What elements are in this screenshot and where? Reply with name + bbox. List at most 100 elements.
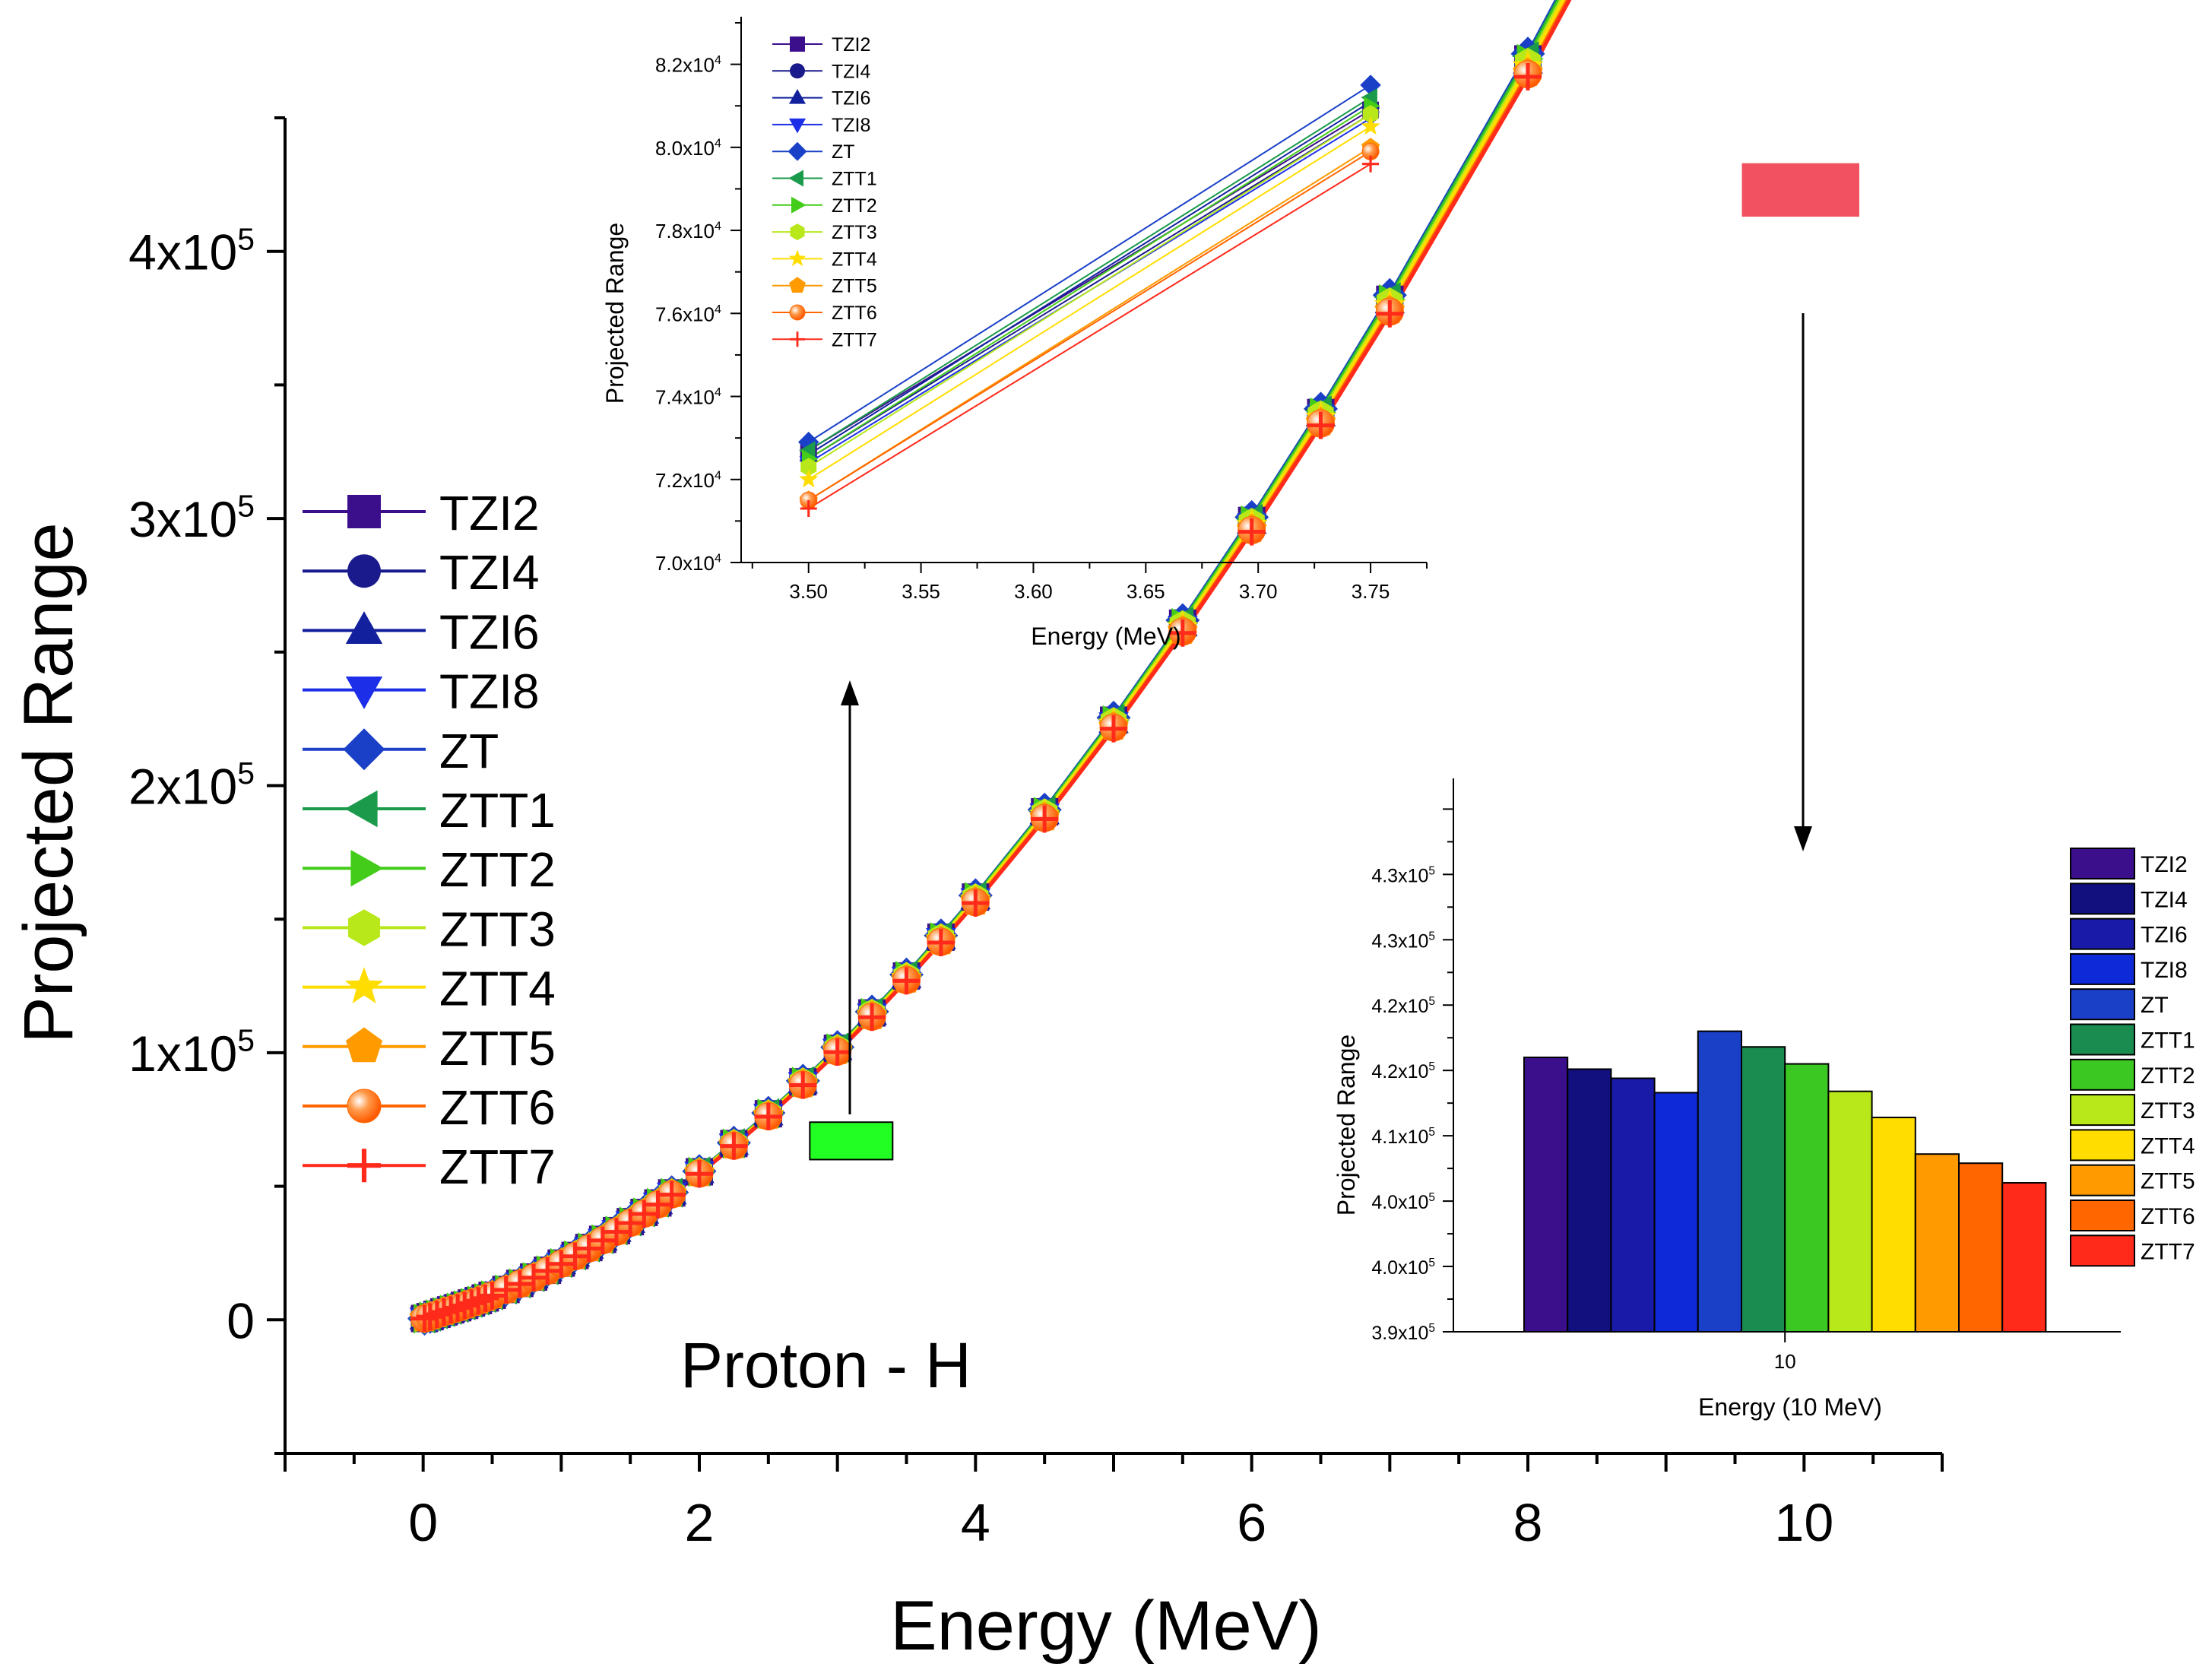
inset2-legend-label-TZI2: TZI2 <box>2141 852 2188 877</box>
inset1-y-tick-label: 7.6x104 <box>655 303 721 325</box>
inset1-line-ZTT7 <box>808 163 1371 509</box>
series-point-ZTT7 <box>1168 619 1196 647</box>
series-point-ZTT7 <box>561 1242 589 1270</box>
inset2-legend-label-TZI4: TZI4 <box>2141 887 2188 912</box>
inset1-legend-label-ZTT4: ZTT4 <box>832 249 877 270</box>
legend-marker-TZI8 <box>345 677 383 709</box>
inset2-y-axis-label: Projected Range <box>1333 1035 1360 1215</box>
inset1-y-tick-label: 7.8x104 <box>655 220 721 242</box>
series-point-ZTT7 <box>471 1284 499 1312</box>
series-point-ZTT7 <box>429 1298 458 1326</box>
inset2-legend-label-ZTT6: ZTT6 <box>2141 1204 2195 1229</box>
legend-marker-ZTT7 <box>347 1149 381 1183</box>
series-point-ZTT7 <box>458 1289 486 1317</box>
inset2-legend-swatch-ZTT7 <box>2070 1234 2135 1267</box>
inset1-legend-marker-TZI8 <box>789 118 806 134</box>
inset2-legend-label-ZT: ZT <box>2141 993 2169 1018</box>
series-point-ZTT7 <box>658 1181 686 1209</box>
inset1-x-tick-label: 3.65 <box>1127 580 1165 603</box>
proton-annotation: Proton - H <box>680 1329 971 1401</box>
inset2-legend-swatch-ZTT6 <box>2070 1200 2135 1231</box>
inset1-line-TZI6 <box>808 100 1371 455</box>
inset2-legend-label-TZI6: TZI6 <box>2141 923 2188 948</box>
inset2-legend-label-TZI8: TZI8 <box>2141 958 2188 983</box>
inset2-y-tick-label: 3.9x105 <box>1371 1322 1435 1344</box>
arrow-down-head <box>1794 826 1812 851</box>
series-point-ZTT7 <box>464 1287 493 1315</box>
inset1-legend-label-ZTT3: ZTT3 <box>832 222 877 243</box>
series-point-ZTT7 <box>1307 411 1335 439</box>
main-y-tick-label: 0 <box>227 1292 255 1348</box>
legend-label-TZI4: TZI4 <box>439 545 540 600</box>
series-point-ZTT7 <box>588 1226 616 1254</box>
arrow-up-head <box>841 680 859 705</box>
inset2-y-tick-label: 4.3x105 <box>1371 864 1435 886</box>
inset2-legend-label-ZTT7: ZTT7 <box>2141 1239 2195 1264</box>
main-y-axis-label: Projected Range <box>10 522 87 1043</box>
series-point-ZTT7 <box>547 1250 575 1278</box>
main-x-tick-label: 10 <box>1774 1493 1833 1552</box>
inset1-legend-label-ZTT1: ZTT1 <box>832 169 877 190</box>
bar-ZTT6 <box>1958 1162 2004 1333</box>
inset2-legend-swatch-ZTT4 <box>2070 1129 2135 1162</box>
legend-marker-ZTT1 <box>344 790 378 828</box>
main-x-tick-label: 2 <box>685 1493 715 1552</box>
inset1-x-tick-label: 3.50 <box>789 580 828 603</box>
main-y-tick-label: 4x105 <box>128 221 255 280</box>
legend-marker-ZTT3 <box>348 909 380 946</box>
series-point-ZTT7 <box>1514 62 1542 90</box>
series-point-ZTT7 <box>444 1294 472 1322</box>
bar-ZTT1 <box>1741 1046 1786 1333</box>
legend-label-ZTT3: ZTT3 <box>439 902 556 956</box>
inset1-legend-label-TZI2: TZI2 <box>832 34 870 55</box>
inset1-y-axis-label: Projected Range <box>601 223 629 404</box>
inset1-point-ZTT3 <box>800 458 817 477</box>
main-y-tick-label: 2x105 <box>128 756 255 814</box>
series-point-ZTT7 <box>644 1190 672 1219</box>
inset1-legend-label-TZI6: TZI6 <box>832 88 870 109</box>
series-point-ZTT7 <box>451 1291 479 1320</box>
inset-bar-chart: 3.9x105 4.0x105 4.0x105 4.1x105 4.2x105 4.2x1… <box>1333 778 2195 1421</box>
bar-TZI6 <box>1610 1077 1656 1333</box>
inset1-legend-marker-ZTT3 <box>790 223 805 241</box>
inset1-point-ZTT4 <box>1361 116 1380 135</box>
inset1-x-tick-label: 3.55 <box>902 580 940 603</box>
series-point-ZTT7 <box>616 1209 645 1237</box>
series-point-ZTT7 <box>520 1263 547 1291</box>
inset1-legend-label-ZT: ZT <box>832 141 855 163</box>
series-point-ZTT7 <box>416 1303 444 1331</box>
zoom-boxes <box>809 163 1859 1161</box>
main-x-tick-label: 6 <box>1237 1493 1266 1552</box>
legend-marker-ZTT5 <box>345 1027 383 1063</box>
series-point-ZTT7 <box>505 1270 534 1298</box>
legend-label-ZTT4: ZTT4 <box>439 962 556 1016</box>
bar-TZI8 <box>1653 1092 1699 1333</box>
inset1-legend: TZI2 TZI4 TZI6 TZI8 ZT ZTT1 ZTT2 ZTT3 ZTT4 ZTT5 ZT… <box>772 34 877 350</box>
legend-marker-TZI6 <box>345 611 383 644</box>
inset1-legend-marker-ZTT1 <box>788 170 803 187</box>
main-y-tick-label: 1x105 <box>128 1023 255 1082</box>
inset1-point-ZT <box>798 431 819 453</box>
zoom-box <box>809 1121 894 1161</box>
bar-ZTT5 <box>1914 1153 1960 1333</box>
inset2-legend-label-ZTT3: ZTT3 <box>2141 1098 2195 1123</box>
inset1-legend-marker-TZI4 <box>790 63 805 79</box>
bar-ZTT3 <box>1827 1090 1873 1333</box>
series-point-ZTT7 <box>603 1218 630 1246</box>
series-point-ZTT7 <box>492 1276 520 1304</box>
inset1-y-tick-label: 7.0x104 <box>655 552 721 575</box>
inset2-y-tick-label: 4.2x105 <box>1371 1060 1435 1082</box>
inset1-y-tick-label: 8.0x104 <box>655 136 721 159</box>
bar-TZI2 <box>1523 1057 1569 1333</box>
series-point-ZTT7 <box>686 1160 713 1188</box>
inset2-y-tick-label: 4.3x105 <box>1371 930 1435 952</box>
series-point-ZTT7 <box>1376 299 1404 328</box>
main-x-tick-label: 4 <box>961 1493 990 1552</box>
main-x-axis-label: Energy (MeV) <box>890 1587 1322 1665</box>
series-point-ZTT7 <box>1100 715 1127 743</box>
inset1-point-ZTT7 <box>800 500 817 517</box>
series-point-ZTT7 <box>423 1301 451 1329</box>
inset1-legend-label-ZTT6: ZTT6 <box>832 303 877 324</box>
inset2-y-tick-label: 4.0x105 <box>1371 1191 1435 1213</box>
